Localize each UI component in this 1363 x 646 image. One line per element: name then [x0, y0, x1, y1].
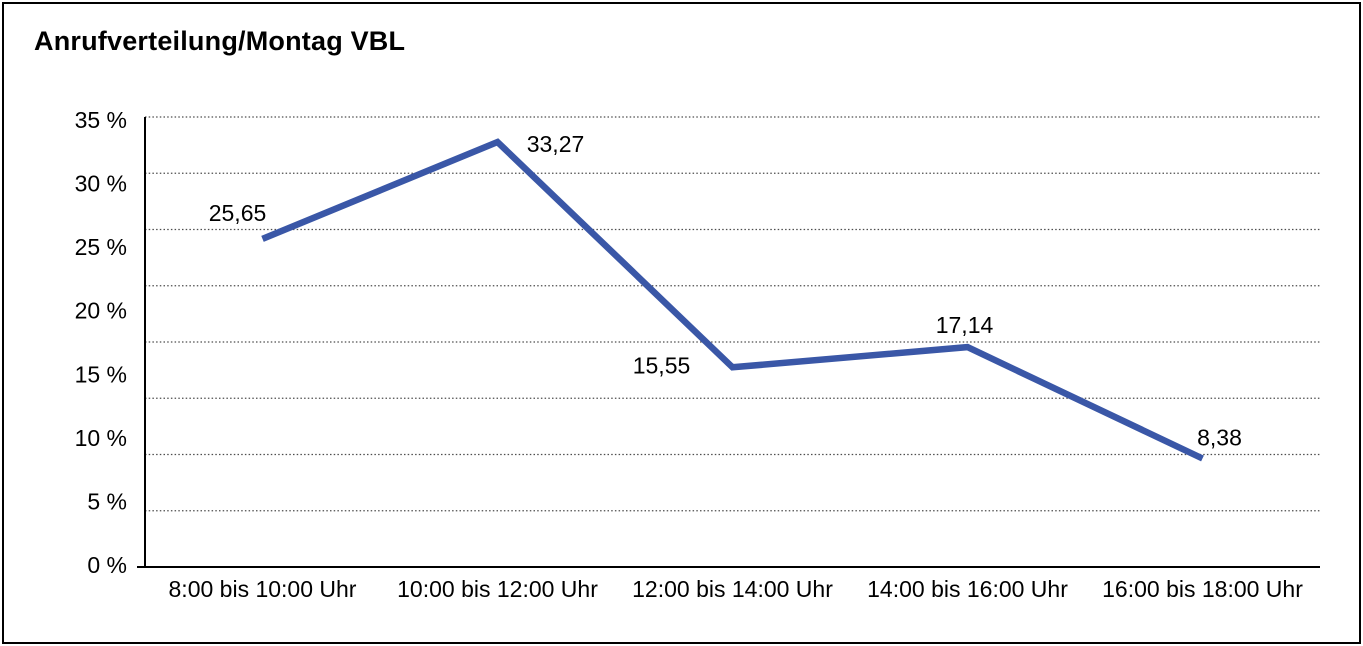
data-line — [261, 138, 1204, 462]
x-axis-label: 16:00 bis 18:00 Uhr — [1102, 576, 1303, 602]
data-point-label: 8,38 — [1197, 424, 1242, 450]
x-axis-label: 12:00 bis 14:00 Uhr — [632, 576, 833, 602]
y-axis-label: 25 % — [75, 234, 127, 260]
y-axis-label: 5 % — [87, 488, 127, 514]
y-axis-label: 0 % — [87, 552, 127, 578]
y-axis-label: 30 % — [75, 171, 127, 197]
y-axis-label: 10 % — [75, 425, 127, 451]
y-axis-label: 20 % — [75, 298, 127, 324]
x-axis-label: 8:00 bis 10:00 Uhr — [169, 576, 357, 602]
data-point-label: 33,27 — [527, 131, 585, 157]
data-point-label: 25,65 — [209, 200, 267, 226]
y-axis-label: 15 % — [75, 361, 127, 387]
x-axis-label: 14:00 bis 16:00 Uhr — [867, 576, 1068, 602]
y-axis-label: 35 % — [75, 107, 127, 133]
chart-title: Anrufverteilung/Montag VBL — [34, 26, 406, 56]
x-axis-label: 10:00 bis 12:00 Uhr — [397, 576, 598, 602]
data-point-label: 15,55 — [633, 352, 691, 378]
data-point-label: 17,14 — [936, 312, 994, 338]
